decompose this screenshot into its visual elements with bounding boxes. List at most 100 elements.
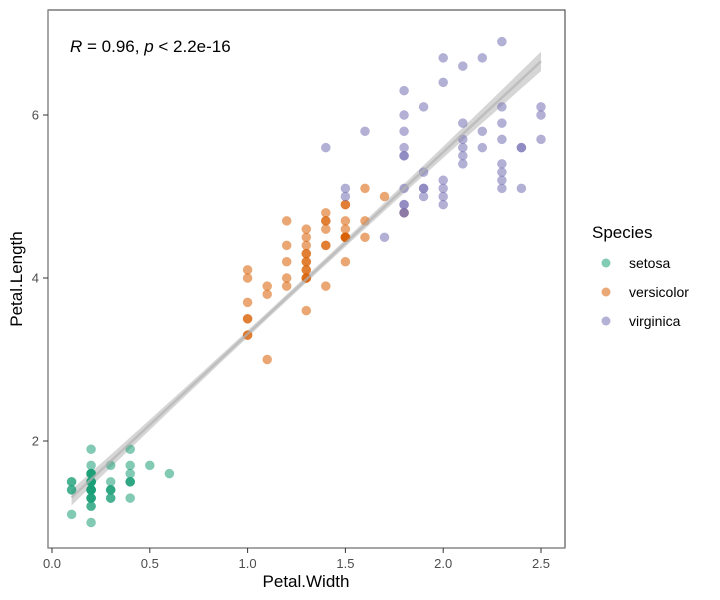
data-point-virginica bbox=[399, 110, 409, 120]
correlation-annotation: R = 0.96, p < 2.2e-16 bbox=[70, 37, 231, 56]
data-point-versicolor bbox=[320, 207, 331, 218]
data-point-setosa bbox=[86, 501, 96, 512]
data-point-setosa bbox=[66, 509, 77, 520]
data-point-versicolor bbox=[320, 216, 331, 226]
x-tick-label: 2.5 bbox=[532, 556, 550, 571]
data-point-virginica bbox=[497, 36, 507, 47]
legend-key-virginica bbox=[601, 316, 611, 326]
data-point-virginica bbox=[360, 126, 370, 137]
data-point-virginica bbox=[438, 191, 449, 202]
y-tick-label: 2 bbox=[32, 434, 39, 449]
p-symbol: p bbox=[143, 37, 153, 56]
data-point-virginica bbox=[497, 118, 507, 128]
regression-line bbox=[70, 60, 542, 499]
data-point-virginica bbox=[497, 102, 507, 112]
data-point-virginica bbox=[418, 102, 429, 112]
data-point-virginica bbox=[438, 183, 449, 194]
data-point-virginica bbox=[497, 167, 507, 177]
data-point-versicolor bbox=[301, 248, 312, 259]
legend-key-versicolor bbox=[601, 287, 611, 297]
data-point-virginica bbox=[477, 142, 488, 153]
y-axis-ticks: 2 4 6 bbox=[32, 108, 48, 449]
data-point-versicolor bbox=[320, 224, 331, 234]
data-point-virginica bbox=[399, 150, 409, 161]
data-point-setosa bbox=[86, 493, 96, 503]
data-point-versicolor bbox=[379, 191, 390, 202]
data-point-virginica bbox=[340, 191, 351, 202]
x-axis-title: Petal.Width bbox=[263, 572, 350, 591]
data-point-virginica bbox=[457, 150, 468, 161]
y-axis-title: Petal.Length bbox=[7, 231, 26, 326]
x-tick-label: 0.5 bbox=[141, 556, 159, 571]
data-point-setosa bbox=[125, 476, 136, 487]
data-point-setosa bbox=[105, 485, 116, 495]
data-point-versicolor bbox=[360, 183, 370, 194]
r-symbol: R bbox=[70, 37, 82, 56]
data-point-versicolor bbox=[262, 354, 273, 365]
data-point-virginica bbox=[399, 85, 409, 96]
data-point-versicolor bbox=[242, 265, 253, 275]
x-tick-label: 0.0 bbox=[43, 556, 61, 571]
data-point-setosa bbox=[125, 493, 136, 503]
data-point-versicolor bbox=[340, 199, 351, 210]
legend: Species setosa versicolor virginica bbox=[592, 223, 689, 329]
data-point-virginica bbox=[438, 175, 449, 186]
data-point-virginica bbox=[457, 142, 468, 153]
data-point-virginica bbox=[399, 126, 409, 137]
data-point-virginica bbox=[340, 183, 351, 194]
data-point-versicolor bbox=[242, 297, 253, 308]
legend-label-versicolor: versicolor bbox=[629, 284, 689, 300]
data-point-versicolor bbox=[301, 305, 312, 316]
data-point-virginica bbox=[497, 183, 507, 194]
data-point-setosa bbox=[86, 460, 96, 471]
legend-key-setosa bbox=[601, 258, 611, 268]
data-point-setosa bbox=[105, 493, 116, 503]
data-point-virginica bbox=[418, 183, 429, 194]
data-point-virginica bbox=[477, 53, 488, 63]
data-point-virginica bbox=[418, 191, 429, 202]
data-point-versicolor bbox=[262, 289, 273, 300]
data-point-virginica bbox=[536, 102, 546, 112]
data-point-versicolor bbox=[281, 281, 292, 291]
data-point-virginica bbox=[497, 134, 507, 145]
data-point-virginica bbox=[457, 118, 468, 128]
x-tick-label: 1.5 bbox=[336, 556, 354, 571]
legend-label-setosa: setosa bbox=[629, 255, 670, 271]
data-point-setosa bbox=[66, 485, 77, 495]
y-tick-label: 6 bbox=[32, 108, 39, 123]
data-point-setosa bbox=[125, 460, 136, 471]
data-point-setosa bbox=[105, 476, 116, 487]
data-point-virginica bbox=[516, 142, 527, 153]
data-point-virginica bbox=[399, 199, 409, 210]
x-axis-ticks: 0.0 0.5 1.0 1.5 2.0 2.5 bbox=[43, 548, 550, 571]
data-point-virginica bbox=[536, 110, 546, 120]
data-point-setosa bbox=[86, 517, 96, 528]
data-point-setosa bbox=[164, 468, 175, 479]
legend-label-virginica: virginica bbox=[629, 313, 681, 329]
data-point-virginica bbox=[536, 134, 546, 145]
data-point-setosa bbox=[66, 476, 77, 487]
data-point-versicolor bbox=[262, 281, 273, 291]
legend-item-virginica: virginica bbox=[601, 313, 681, 329]
data-point-versicolor bbox=[340, 224, 351, 234]
data-point-versicolor bbox=[340, 216, 351, 226]
data-point-versicolor bbox=[281, 273, 292, 283]
data-point-versicolor bbox=[281, 240, 292, 251]
p-value-text: < 2.2e-16 bbox=[154, 37, 231, 56]
x-tick-label: 1.0 bbox=[239, 556, 257, 571]
data-point-versicolor bbox=[301, 232, 312, 243]
y-tick-label: 4 bbox=[32, 271, 39, 286]
data-point-virginica bbox=[497, 159, 507, 169]
x-tick-label: 2.0 bbox=[434, 556, 452, 571]
data-point-versicolor bbox=[340, 256, 351, 267]
data-point-versicolor bbox=[360, 232, 370, 243]
legend-title: Species bbox=[592, 223, 652, 242]
data-point-versicolor bbox=[301, 265, 312, 275]
data-point-setosa bbox=[86, 485, 96, 495]
r-value-text: = 0.96, bbox=[82, 37, 144, 56]
legend-item-versicolor: versicolor bbox=[601, 284, 689, 300]
data-point-setosa bbox=[125, 468, 136, 479]
data-point-versicolor bbox=[281, 216, 292, 226]
data-point-versicolor bbox=[242, 313, 253, 324]
